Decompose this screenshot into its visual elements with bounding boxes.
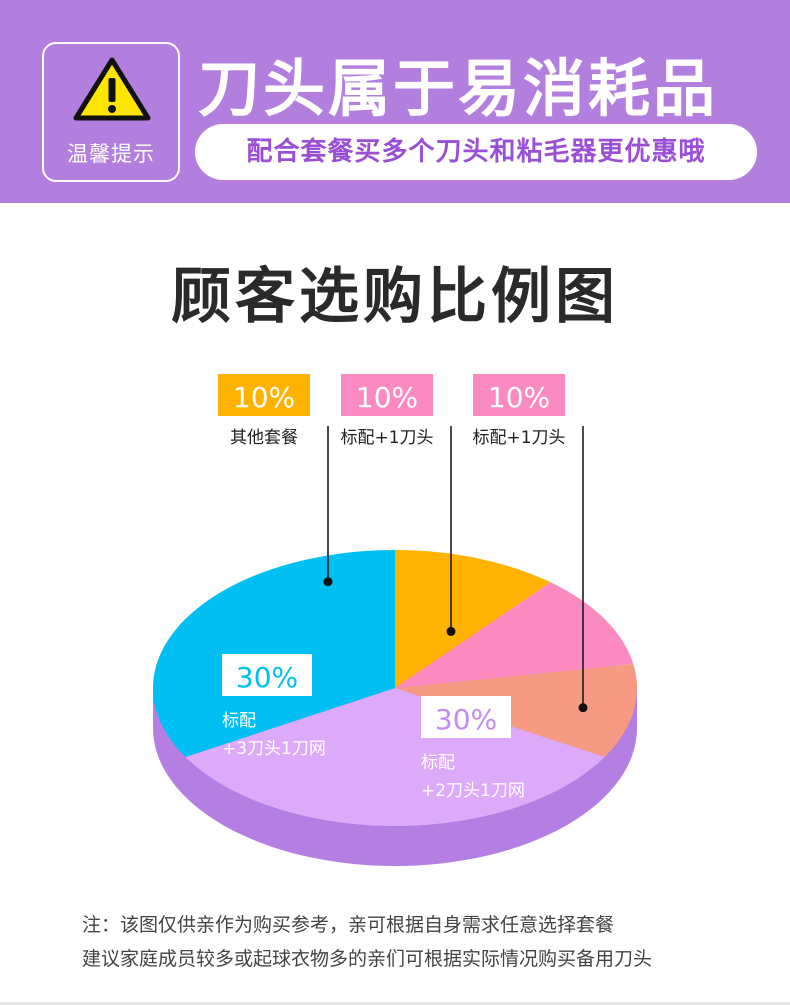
value-box-1 [218,374,310,416]
banner-headline: 刀头属于易消耗品 [198,52,719,125]
value-box-3 [473,374,565,416]
warning-label: 温馨提示 [67,142,155,166]
pie-slice-2 [395,582,634,688]
slice-label-4-line-1: 标配 [421,753,455,773]
slice-label-2: 标配+1刀头 [340,428,433,448]
banner: 温馨提示 刀头属于易消耗品 配合套餐买多个刀头和粘毛器更优惠哦 [0,0,790,203]
banner-subline: 配合套餐买多个刀头和粘毛器更优惠哦 [195,124,757,180]
leader-dot-1 [323,577,333,587]
slice-label-1: 其他套餐 [230,428,298,448]
footer-divider [0,1002,790,1005]
value-box-2 [341,374,433,416]
slice-label-5-line-1: 标配 [222,711,256,731]
value-label-1: 10% [233,381,295,414]
slice-label-5-line-2: +3刀头1刀网 [222,739,326,759]
value-label-4: 30% [435,703,497,736]
leader-dot-3 [578,703,588,713]
chart-title: 顾客选购比例图 [171,262,619,332]
pie-slice-3 [395,664,638,757]
value-label-5: 30% [236,661,298,694]
warning-icon [73,57,151,121]
leader-dot-2 [446,626,456,636]
value-label-2: 10% [356,381,418,414]
note-line-2: 建议家庭成员较多或起球衣物多的亲们可根据实际情况购买备用刀头 [82,948,653,970]
pie-chart: 10% 其他套餐 10% 标配+1刀头 10% 标配+1刀头 30% 标配 +2刀头1刀网 30%… [153,374,638,866]
slice-label-4-line-2: +2刀头1刀网 [421,781,525,801]
value-box-5 [222,654,312,696]
value-label-3: 10% [488,381,550,414]
value-box-4 [421,696,511,738]
warning-badge: 温馨提示 [42,42,180,182]
slice-label-3: 标配+1刀头 [472,428,565,448]
pie-slice-1 [395,550,551,688]
pie-slice-5 [153,550,395,757]
note-line-1: 注：该图仅供亲作为购买参考，亲可根据自身需求任意选择套餐 [82,914,615,936]
